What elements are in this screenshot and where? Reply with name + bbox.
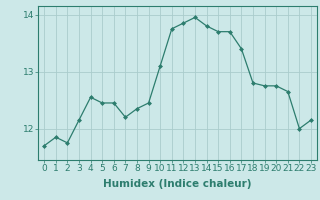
X-axis label: Humidex (Indice chaleur): Humidex (Indice chaleur) bbox=[103, 179, 252, 189]
